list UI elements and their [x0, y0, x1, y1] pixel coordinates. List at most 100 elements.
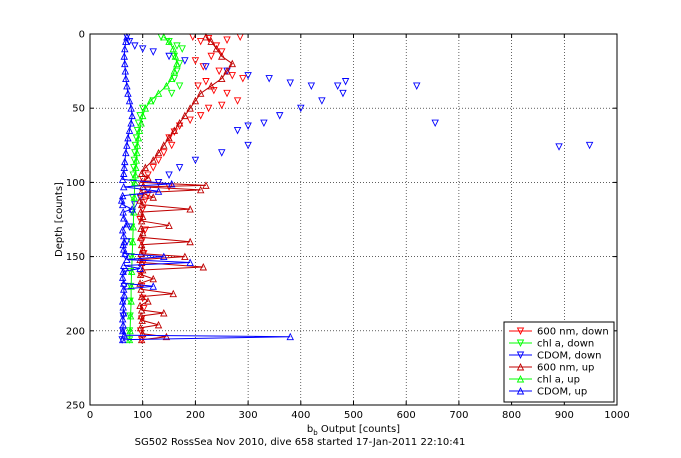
data-point — [173, 59, 181, 68]
data-point — [146, 96, 155, 105]
legend-label: chl a, down — [537, 339, 594, 350]
data-point — [137, 306, 146, 314]
data-point — [275, 112, 284, 120]
data-point — [131, 178, 139, 186]
data-point — [138, 182, 147, 191]
data-point — [167, 141, 176, 150]
legend-marker — [516, 362, 525, 371]
data-point — [118, 314, 127, 323]
data-point — [202, 181, 210, 189]
data-point — [128, 205, 136, 213]
data-point — [120, 237, 128, 246]
data-point — [136, 264, 144, 272]
data-point — [170, 67, 179, 75]
data-point — [119, 267, 127, 275]
data-point — [333, 82, 342, 90]
data-point — [138, 205, 147, 214]
data-point — [129, 171, 137, 179]
data-point — [218, 101, 226, 110]
data-point — [137, 292, 146, 301]
data-point — [138, 245, 147, 253]
data-point — [160, 308, 168, 317]
data-point — [119, 208, 127, 216]
data-point — [119, 308, 128, 317]
data-point — [118, 191, 127, 200]
data-point — [123, 255, 131, 264]
data-point — [138, 316, 146, 324]
data-point — [191, 57, 200, 65]
data-point — [137, 311, 145, 320]
data-point — [137, 238, 146, 246]
data-point — [141, 196, 150, 205]
data-point — [181, 57, 189, 65]
data-point — [135, 126, 144, 134]
data-point — [175, 119, 184, 127]
x-tick-label: 800 — [502, 410, 521, 421]
data-point — [204, 104, 213, 113]
data-point — [133, 148, 141, 157]
x-tick-label: 0 — [87, 410, 93, 421]
data-point — [121, 67, 130, 75]
data-point — [165, 37, 173, 45]
data-point — [120, 52, 128, 60]
data-point — [119, 214, 128, 222]
data-point — [134, 133, 143, 142]
data-point — [131, 201, 139, 209]
x-tick-label: 1000 — [604, 410, 629, 421]
data-point — [169, 44, 177, 53]
legend-item: 600 nm, down — [509, 327, 609, 338]
data-point — [136, 279, 144, 287]
data-point — [160, 252, 168, 261]
y-tick-label: 250 — [66, 401, 85, 412]
data-point — [127, 297, 135, 305]
data-point — [119, 320, 127, 329]
data-point — [138, 45, 147, 53]
data-point — [202, 32, 210, 41]
data-point — [128, 237, 137, 246]
data-point — [138, 111, 147, 120]
series-line — [139, 36, 233, 341]
data-point — [169, 289, 177, 298]
data-point — [228, 59, 237, 68]
data-point — [196, 185, 205, 194]
data-point — [118, 200, 127, 209]
data-point — [118, 225, 127, 234]
data-point — [126, 312, 134, 320]
data-point — [202, 78, 210, 86]
data-point — [260, 119, 268, 128]
x-axis-label-subscript: b — [313, 429, 318, 437]
x-tick-label: 700 — [449, 410, 468, 421]
legend-marker — [516, 386, 525, 395]
data-point — [196, 112, 205, 120]
data-point — [154, 156, 163, 165]
legend-item: 600 nm, up — [509, 363, 594, 374]
legend-marker — [516, 351, 525, 360]
data-point — [265, 75, 273, 83]
data-point — [149, 282, 157, 290]
series-cdom-up — [117, 32, 294, 344]
data-point — [233, 97, 242, 105]
data-point — [244, 72, 252, 80]
data-point — [154, 148, 163, 157]
data-point — [297, 104, 305, 113]
data-point — [136, 233, 145, 241]
data-point — [119, 285, 128, 293]
data-point — [218, 149, 226, 157]
data-point — [167, 89, 176, 98]
data-point — [286, 332, 294, 341]
y-tick-label: 200 — [66, 326, 85, 337]
data-point — [171, 52, 180, 60]
legend-label: CDOM, down — [537, 351, 602, 362]
data-point — [123, 219, 131, 228]
data-point — [126, 311, 135, 320]
data-point — [136, 208, 145, 216]
data-point — [126, 282, 135, 291]
data-point — [119, 261, 128, 269]
data-point — [244, 122, 252, 131]
data-point — [133, 127, 142, 135]
x-tick-label: 500 — [344, 410, 363, 421]
data-point — [218, 48, 226, 56]
data-point — [131, 170, 140, 179]
